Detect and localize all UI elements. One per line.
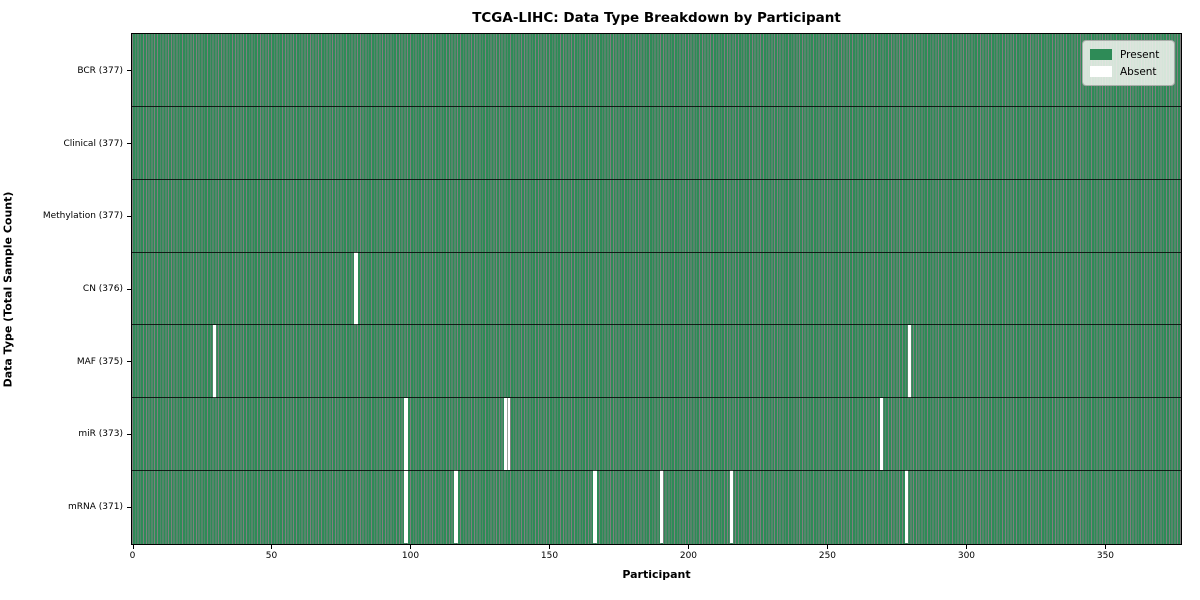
absent-cell-MAF-29: [212, 324, 216, 398]
y-tick-label-miR: miR (373): [78, 429, 123, 440]
x-tick-label-50: 50: [265, 551, 278, 561]
absent-cell-mRNA-278: [904, 470, 908, 543]
x-tick-label-300: 300: [957, 551, 976, 561]
legend-item-present: Present: [1090, 46, 1167, 63]
legend: Present Absent: [1082, 40, 1175, 86]
x-tick-mark: [271, 545, 273, 549]
absent-cell-CN-80: [354, 252, 358, 325]
absent-cell-miR-98: [404, 397, 408, 471]
absent-cell-miR-134: [504, 397, 508, 471]
legend-present-swatch: [1090, 49, 1112, 60]
y-tick-label-mRNA: mRNA (371): [68, 502, 123, 513]
x-tick-mark: [688, 545, 690, 549]
y-tick-mark: [127, 288, 131, 290]
row-divider: [132, 324, 1181, 326]
y-tick-mark: [127, 433, 131, 435]
chart-title: TCGA-LIHC: Data Type Breakdown by Partic…: [472, 10, 841, 26]
x-tick-mark: [132, 545, 134, 549]
absent-cell-MAF-279: [907, 324, 911, 398]
x-tick-label-150: 150: [540, 551, 559, 561]
x-axis-label: Participant: [622, 568, 691, 581]
y-tick-label-CN: CN (376): [82, 284, 123, 294]
y-tick-mark: [127, 70, 131, 72]
row-divider: [132, 469, 1181, 471]
legend-item-absent: Absent: [1090, 63, 1167, 80]
absent-cell-mRNA-190: [660, 470, 664, 543]
x-tick-label-250: 250: [818, 551, 837, 561]
legend-present-label: Present: [1120, 48, 1160, 61]
y-tick-mark: [127, 361, 131, 363]
legend-absent-swatch: [1090, 66, 1112, 77]
x-tick-label-200: 200: [679, 551, 698, 561]
x-tick-mark: [549, 545, 551, 549]
absent-cell-mRNA-116: [454, 470, 458, 543]
x-tick-mark: [410, 545, 412, 549]
x-tick-label-100: 100: [401, 551, 420, 561]
plot-area: [131, 33, 1182, 545]
row-divider: [132, 251, 1181, 253]
x-tick-mark: [966, 545, 968, 549]
heatmap-grid: [132, 34, 1181, 544]
x-tick-label-350: 350: [1096, 551, 1115, 561]
row-divider: [132, 397, 1181, 399]
legend-absent-label: Absent: [1120, 65, 1157, 78]
absent-cell-mRNA-98: [404, 470, 408, 543]
absent-cell-miR-269: [879, 397, 883, 471]
x-tick-mark: [827, 545, 829, 549]
absent-cell-mRNA-166: [593, 470, 597, 543]
y-tick-mark: [127, 143, 131, 145]
row-divider: [132, 106, 1181, 108]
y-tick-label-Clinical: Clinical (377): [63, 138, 123, 149]
absent-cell-divider: [507, 397, 509, 471]
y-tick-mark: [127, 506, 131, 508]
y-tick-label-Methylation: Methylation (377): [42, 211, 123, 222]
y-tick-mark: [127, 215, 131, 217]
absent-cell-mRNA-215: [729, 470, 733, 543]
x-tick-label-0: 0: [129, 551, 136, 561]
absent-cell-miR-135: [507, 397, 511, 471]
row-divider: [132, 178, 1181, 180]
x-tick-mark: [1105, 545, 1107, 549]
y-tick-label-MAF: MAF (375): [76, 356, 123, 367]
y-tick-label-BCR: BCR (377): [77, 65, 123, 76]
